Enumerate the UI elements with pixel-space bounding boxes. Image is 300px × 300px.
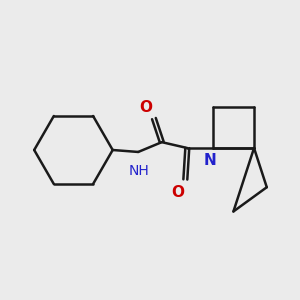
Text: N: N bbox=[203, 153, 216, 168]
Text: NH: NH bbox=[129, 164, 150, 178]
Text: O: O bbox=[171, 185, 184, 200]
Text: O: O bbox=[140, 100, 153, 115]
